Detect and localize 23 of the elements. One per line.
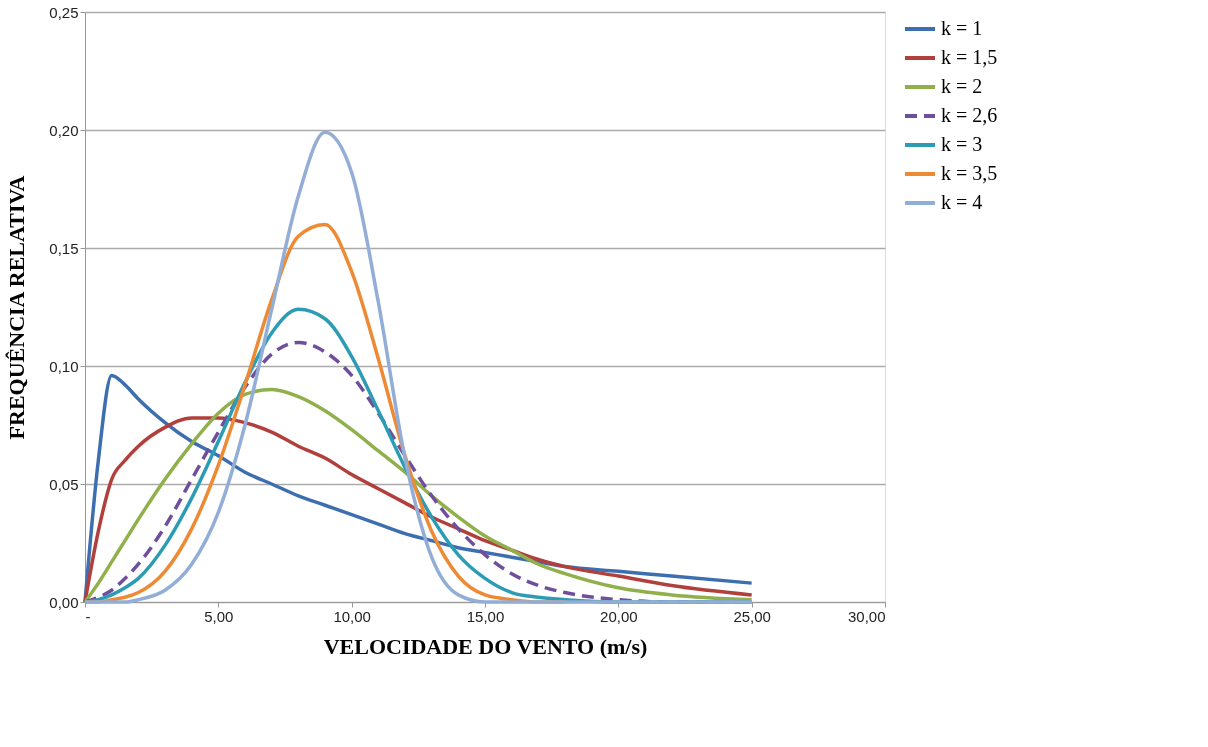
x-tick-label: 30,00 bbox=[847, 607, 886, 625]
x-tick-label: 20,00 bbox=[600, 607, 638, 625]
legend-label: k = 2 bbox=[941, 75, 983, 97]
x-tick-label: - bbox=[85, 607, 91, 625]
legend-label: k = 3 bbox=[941, 133, 983, 155]
legend-label: k = 4 bbox=[941, 191, 983, 213]
x-tick-label: 15,00 bbox=[466, 607, 505, 625]
x-tick-label: 10,00 bbox=[333, 607, 371, 625]
legend-label: k = 2,6 bbox=[941, 104, 998, 126]
y-tick-label: 0,15 bbox=[49, 239, 79, 257]
y-tick-label: 0,20 bbox=[49, 121, 79, 139]
x-tick-label: 5,00 bbox=[204, 607, 234, 625]
y-tick-label: 0,10 bbox=[49, 357, 79, 375]
legend-label: k = 1 bbox=[941, 17, 983, 39]
x-tick-label: 25,00 bbox=[733, 607, 771, 625]
legend-label: k = 1,5 bbox=[941, 46, 998, 68]
y-axis-title: FREQUÊNCIA RELATIVA bbox=[4, 175, 30, 440]
y-tick-label: 0,25 bbox=[49, 3, 79, 21]
y-tick-label: 0,00 bbox=[49, 593, 79, 611]
x-axis-title: VELOCIDADE DO VENTO (m/s) bbox=[323, 633, 648, 659]
y-tick-label: 0,05 bbox=[49, 475, 79, 493]
legend-label: k = 3,5 bbox=[941, 162, 998, 184]
line-series bbox=[83, 130, 754, 604]
